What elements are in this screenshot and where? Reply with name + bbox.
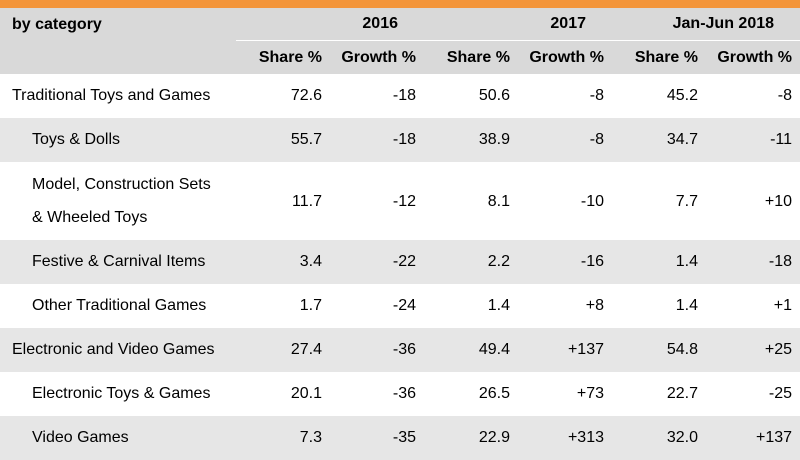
table-row: Traditional Toys and Games 72.6 -18 50.6… [0, 74, 800, 118]
period-header-2018: Jan-Jun 2018 [612, 8, 800, 41]
growth-2018: -8 [777, 87, 793, 104]
growth-2016: -36 [392, 385, 416, 402]
growth-2016: -12 [392, 192, 416, 210]
growth-2018: +1 [773, 297, 793, 314]
share-2018: 54.8 [612, 328, 706, 372]
share-2017: 50.6 [478, 87, 510, 104]
growth-2018: +25 [706, 328, 800, 372]
growth-2017: -8 [589, 87, 604, 104]
growth-2017: +313 [518, 416, 612, 460]
growth-2017: -16 [518, 240, 612, 284]
share-2016: 7.3 [236, 416, 330, 460]
share-2016: 1.7 [299, 297, 322, 314]
row-label-line-1: Model, Construction Sets [32, 176, 211, 193]
growth-2016: -36 [330, 328, 424, 372]
row-label: Toys & Dolls [0, 118, 236, 162]
growth-2018: -11 [706, 118, 800, 162]
growth-2016: -22 [330, 240, 424, 284]
table-row: Toys & Dolls 55.7 -18 38.9 -8 34.7 -11 [0, 118, 800, 162]
row-label: Electronic Toys & Games [32, 385, 211, 402]
accent-bar [0, 0, 800, 8]
share-2017: 8.1 [487, 192, 510, 210]
growth-2016: -18 [330, 118, 424, 162]
share-2018: 34.7 [612, 118, 706, 162]
category-header: by category [0, 8, 236, 74]
share-2018: 22.7 [666, 385, 698, 402]
period-header-2016: 2016 [236, 8, 424, 41]
period-header-2017: 2017 [424, 8, 612, 41]
growth-2016: -35 [330, 416, 424, 460]
share-2017: 49.4 [424, 328, 518, 372]
share-2017: 1.4 [487, 297, 510, 314]
share-header: Share % [424, 40, 518, 74]
table-row: Electronic and Video Games 27.4 -36 49.4… [0, 328, 800, 372]
row-label-line-2: & Wheeled Toys [32, 209, 148, 226]
table-row: Electronic Toys & Games 20.1 -36 26.5 +7… [0, 372, 800, 416]
share-2016: 11.7 [292, 192, 322, 210]
share-2018: 45.2 [666, 87, 698, 104]
category-table: by category 2016 2017 Jan-Jun 2018 Share… [0, 8, 800, 460]
growth-2017: +137 [518, 328, 612, 372]
share-header: Share % [236, 40, 330, 74]
share-2016: 27.4 [236, 328, 330, 372]
share-2016: 3.4 [236, 240, 330, 284]
share-2017: 22.9 [424, 416, 518, 460]
share-header: Share % [612, 40, 706, 74]
row-label: Festive & Carnival Items [0, 240, 236, 284]
growth-2017: +8 [585, 297, 604, 314]
table-row: Model, Construction Sets & Wheeled Toys 1… [0, 162, 800, 240]
header-row-periods: by category 2016 2017 Jan-Jun 2018 [0, 8, 800, 74]
share-2016: 20.1 [290, 385, 322, 402]
growth-2017: -10 [580, 192, 604, 210]
growth-2018: -18 [706, 240, 800, 284]
growth-2016: -18 [392, 87, 416, 104]
table-row: Other Traditional Games 1.7 -24 1.4 +8 1… [0, 284, 800, 328]
row-label: Traditional Toys and Games [12, 87, 211, 104]
share-2016: 55.7 [236, 118, 330, 162]
row-label: Other Traditional Games [32, 297, 207, 314]
row-label: Electronic and Video Games [0, 328, 236, 372]
growth-2016: -24 [392, 297, 416, 314]
share-2017: 26.5 [478, 385, 510, 402]
growth-header: Growth % [518, 40, 612, 74]
share-2018: 1.4 [675, 297, 698, 314]
share-2018: 1.4 [612, 240, 706, 284]
table-row: Video Games 7.3 -35 22.9 +313 32.0 +137 [0, 416, 800, 460]
growth-2017: -8 [518, 118, 612, 162]
table-row: Festive & Carnival Items 3.4 -22 2.2 -16… [0, 240, 800, 284]
share-2017: 38.9 [424, 118, 518, 162]
growth-2017: +73 [576, 385, 604, 402]
share-2017: 2.2 [424, 240, 518, 284]
growth-2018: -25 [768, 385, 793, 402]
growth-2018: +10 [764, 192, 793, 210]
row-label: Video Games [0, 416, 236, 460]
share-2016: 72.6 [290, 87, 322, 104]
row-label: Model, Construction Sets & Wheeled Toys [0, 162, 236, 240]
share-2018: 32.0 [612, 416, 706, 460]
growth-header: Growth % [330, 40, 424, 74]
growth-header: Growth % [706, 40, 800, 74]
growth-2018: +137 [706, 416, 800, 460]
share-2018: 7.7 [675, 192, 698, 210]
header-row-metrics: Share % Growth % Share % Growth % Share … [0, 40, 800, 74]
